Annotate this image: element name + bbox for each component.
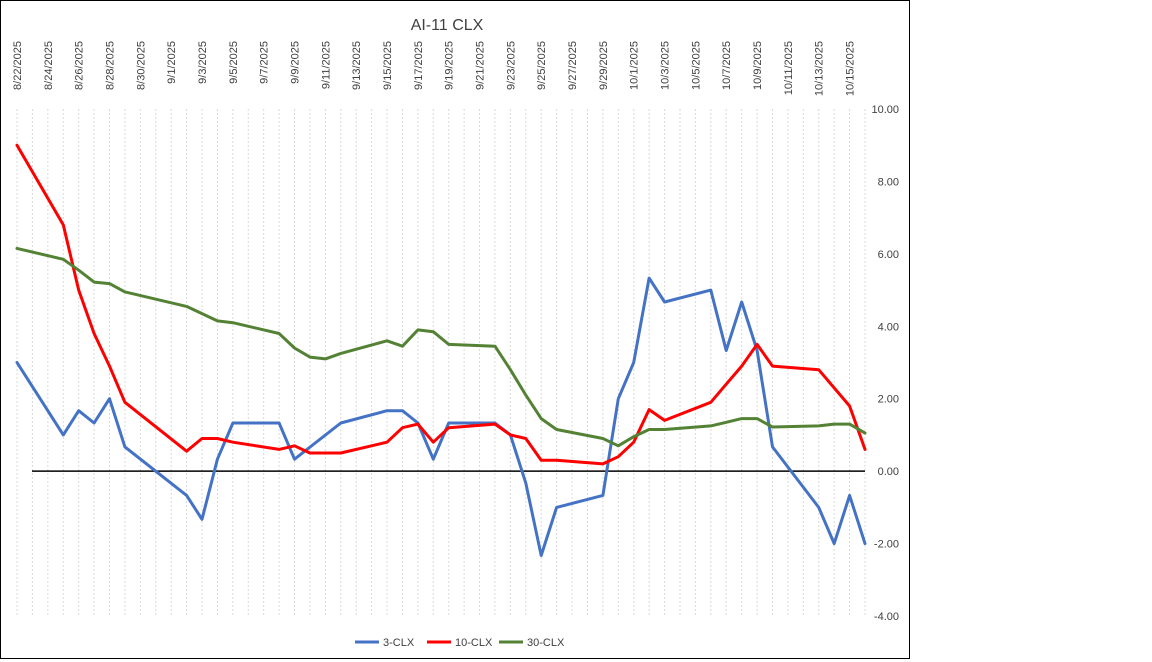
y-tick-label: 0.00	[878, 466, 899, 478]
y-axis-tick-labels: -4.00 -2.00 0.00 2.00 4.00 6.00 8.00 10.00	[871, 104, 899, 623]
vertical-gridlines	[16, 109, 866, 616]
y-tick-label: -4.00	[874, 611, 899, 623]
x-tick-label: 10/5/2025	[690, 41, 702, 90]
x-tick-label: 8/24/2025	[43, 41, 55, 90]
y-tick-label: 10.00	[871, 104, 899, 116]
x-tick-label: 10/15/2025	[845, 41, 857, 96]
legend: 3-CLX 10-CLX 30-CLX	[355, 637, 565, 649]
series-line-10-CLX	[15, 143, 867, 466]
series-lines	[15, 143, 867, 557]
x-tick-label: 8/28/2025	[105, 41, 117, 90]
x-tick-label: 9/17/2025	[413, 41, 425, 90]
legend-label: 30-CLX	[527, 637, 565, 649]
x-tick-label: 9/5/2025	[228, 41, 240, 84]
x-tick-label: 9/15/2025	[382, 41, 394, 90]
x-axis-tick-labels: 8/22/2025 8/24/2025 8/26/2025 8/28/2025 8/30…	[12, 41, 857, 96]
legend-label: 10-CLX	[455, 637, 493, 649]
y-tick-label: -2.00	[874, 539, 899, 551]
x-tick-label: 9/11/2025	[320, 41, 332, 89]
x-tick-label: 10/1/2025	[629, 41, 641, 90]
x-tick-label: 9/23/2025	[505, 41, 517, 90]
x-tick-label: 9/27/2025	[567, 41, 579, 90]
legend-label: 3-CLX	[383, 637, 415, 649]
line-chart: AI-11 CLX 8/22/2025 8/24/2025 8/26/2025 8/2…	[12, 17, 899, 649]
series-line-30-CLX	[15, 246, 867, 448]
x-tick-label: 10/13/2025	[814, 41, 826, 96]
x-tick-label: 10/11/2025	[783, 41, 795, 95]
x-tick-label: 9/21/2025	[475, 41, 487, 90]
x-tick-label: 8/22/2025	[12, 41, 24, 90]
y-tick-label: 6.00	[878, 249, 899, 261]
chart-frame: AI-11 CLX 8/22/2025 8/24/2025 8/26/2025 8/2…	[0, 0, 910, 659]
y-tick-label: 2.00	[878, 394, 899, 406]
x-tick-label: 9/1/2025	[166, 41, 178, 84]
y-tick-label: 8.00	[878, 176, 899, 188]
x-tick-label: 9/25/2025	[536, 41, 548, 90]
x-tick-label: 10/3/2025	[660, 41, 672, 90]
x-tick-label: 9/13/2025	[351, 41, 363, 90]
x-tick-label: 10/9/2025	[752, 41, 764, 90]
x-tick-label: 10/7/2025	[721, 41, 733, 90]
x-tick-label: 9/19/2025	[444, 41, 456, 90]
x-tick-label: 9/29/2025	[598, 41, 610, 90]
y-tick-label: 4.00	[878, 321, 899, 333]
x-tick-label: 8/30/2025	[135, 41, 147, 90]
x-tick-label: 9/7/2025	[259, 41, 271, 84]
x-tick-label: 8/26/2025	[74, 41, 86, 90]
x-tick-label: 9/9/2025	[290, 41, 302, 84]
chart-title: AI-11 CLX	[411, 17, 484, 34]
x-tick-label: 9/3/2025	[197, 41, 209, 84]
